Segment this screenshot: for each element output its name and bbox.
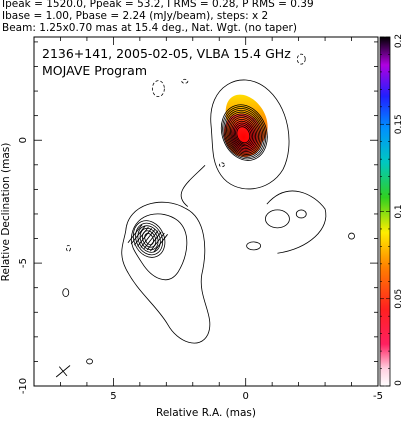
contour-small	[86, 358, 93, 365]
restoring-beam	[55, 365, 71, 378]
contour-core	[224, 109, 264, 157]
contour-secondary	[135, 222, 164, 256]
evpa-vector	[127, 224, 143, 244]
image-layer	[55, 53, 355, 378]
x-tick-label: 5	[110, 391, 116, 402]
y-tick-label: 0	[18, 137, 29, 143]
colorbar-tick-label: 0	[394, 380, 404, 386]
x-tick-label: 0	[243, 391, 249, 402]
contour-small	[246, 241, 262, 251]
contour-core	[222, 106, 267, 160]
y-tick-label: -10	[18, 378, 29, 394]
evpa-vector	[143, 230, 159, 250]
contour-core	[223, 108, 265, 158]
evpa-vector	[146, 231, 162, 251]
evpa-vector	[130, 225, 146, 245]
colorbar-tick-label: 0.15	[394, 114, 404, 134]
contour-secondary	[139, 227, 159, 251]
contour-small	[62, 288, 70, 298]
beam-minor-axis	[58, 366, 68, 377]
header-line-2: Ibase = 1.00, Pbase = 2.24 (mJy/beam), s…	[2, 10, 269, 22]
evpa-vector	[134, 226, 149, 246]
evpa-vector	[140, 229, 156, 248]
header-line-3: Beam: 1.25x0.70 mas at 15.4 deg., Nat. W…	[2, 22, 297, 34]
contour-core	[228, 115, 259, 152]
contour-core	[220, 104, 268, 161]
colorbar-tick-label: 0.05	[394, 289, 404, 309]
contour-core	[231, 118, 257, 150]
colorbar-tick-label: 0.1	[394, 204, 404, 218]
evpa-vector	[150, 232, 165, 252]
contour-extended-inner	[130, 213, 188, 281]
contour-core	[233, 122, 254, 147]
colorbar-tick-label: 0.2	[394, 34, 404, 48]
contour-small	[348, 232, 355, 240]
contour-bridge	[180, 165, 206, 207]
contour-core	[227, 113, 261, 154]
map-subtitle: MOJAVE Program	[42, 63, 147, 78]
contour-small	[265, 209, 290, 229]
contour-core-outer	[210, 79, 290, 190]
contour-negative	[181, 78, 189, 84]
contour-negative	[296, 53, 306, 65]
contour-core	[229, 117, 258, 151]
contour-negative	[151, 80, 165, 98]
contour-negative	[66, 244, 71, 252]
axis-ticks	[33, 37, 379, 387]
contour-core	[226, 111, 262, 155]
contour-lines	[62, 53, 355, 365]
contour-small	[266, 190, 327, 254]
y-tick-label: -5	[18, 258, 29, 268]
evpa-vector	[137, 228, 152, 247]
x-tick-label: -5	[373, 391, 383, 402]
contour-core	[235, 124, 252, 145]
contour-core	[236, 126, 251, 144]
colorbar-ticks	[380, 36, 390, 387]
header-line-1: Ipeak = 1520.0, Ppeak = 53.2, I RMS = 0.…	[2, 0, 314, 10]
map-title: 2136+141, 2005-02-05, VLBA 15.4 GHz	[42, 46, 291, 61]
contour-secondary	[132, 220, 166, 258]
x-axis-title: Relative R.A. (mas)	[156, 407, 256, 419]
y-axis-title: Relative Declination (mas)	[0, 143, 12, 282]
contour-extended	[121, 201, 211, 344]
plot-frame	[33, 36, 379, 387]
contour-small	[295, 209, 307, 219]
contour-core	[232, 120, 255, 148]
evpa-vector	[153, 234, 168, 253]
contour-negative	[218, 162, 225, 168]
